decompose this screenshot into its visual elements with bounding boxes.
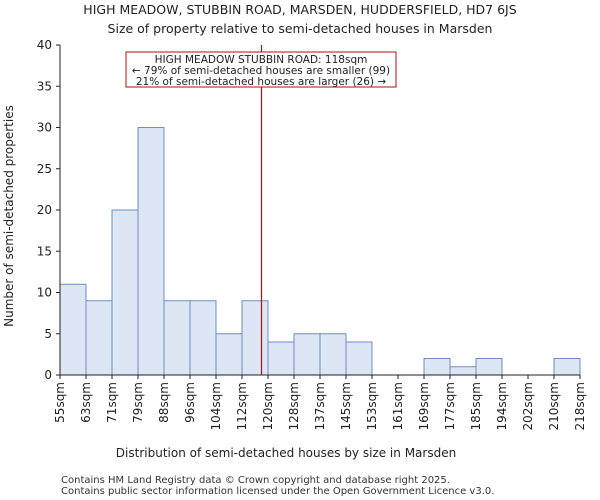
x-tick-label: 218sqm bbox=[573, 382, 587, 430]
bar-145sqm bbox=[345, 341, 373, 376]
bar-55sqm bbox=[59, 283, 87, 376]
chart-title: HIGH MEADOW, STUBBIN ROAD, MARSDEN, HUDD… bbox=[83, 2, 516, 17]
bar-177sqm bbox=[449, 366, 477, 376]
annotation-line-2: ← 79% of semi-detached houses are smalle… bbox=[132, 65, 390, 77]
bar-96sqm bbox=[189, 300, 217, 376]
bar-137sqm bbox=[319, 333, 347, 376]
y-ticks: 0 5 10 15 20 25 30 35 40 bbox=[37, 38, 60, 382]
bar-112sqm bbox=[241, 300, 269, 376]
annotation-line-1: HIGH MEADOW STUBBIN ROAD: 118sqm bbox=[155, 54, 368, 66]
y-tick-label: 5 bbox=[44, 327, 52, 341]
footer-line-1: Contains HM Land Registry data © Crown c… bbox=[61, 475, 450, 486]
bar-185sqm bbox=[475, 358, 503, 376]
x-tick-label: 185sqm bbox=[469, 382, 483, 430]
bar-71sqm bbox=[111, 209, 139, 376]
x-tick-label: 79sqm bbox=[131, 382, 145, 423]
x-tick-label: 63sqm bbox=[79, 382, 93, 423]
x-tick-label: 120sqm bbox=[261, 382, 275, 430]
x-axis-label: Distribution of semi-detached houses by … bbox=[116, 446, 456, 460]
bar-79sqm bbox=[137, 127, 165, 376]
annotation-box: HIGH MEADOW STUBBIN ROAD: 118sqm ← 79% o… bbox=[125, 51, 397, 88]
bar-128sqm bbox=[293, 333, 321, 376]
x-tick-label: 55sqm bbox=[53, 382, 67, 423]
footer-line-2: Contains public sector information licen… bbox=[61, 486, 494, 497]
x-tick-label: 202sqm bbox=[521, 382, 535, 430]
bar-120sqm bbox=[267, 341, 295, 376]
bar-88sqm bbox=[163, 300, 191, 376]
y-tick-label: 25 bbox=[37, 162, 52, 176]
y-axis-label: Number of semi-detached properties bbox=[2, 105, 16, 327]
x-tick-label: 169sqm bbox=[417, 382, 431, 430]
x-tick-label: 88sqm bbox=[157, 382, 171, 423]
x-tick-label: 137sqm bbox=[313, 382, 327, 430]
x-tick-label: 145sqm bbox=[339, 382, 353, 430]
y-tick-label: 0 bbox=[44, 368, 52, 382]
x-tick-label: 71sqm bbox=[105, 382, 119, 423]
y-tick-label: 35 bbox=[37, 79, 52, 93]
y-tick-label: 15 bbox=[37, 244, 52, 258]
y-tick-label: 40 bbox=[37, 38, 52, 52]
y-tick-label: 20 bbox=[37, 203, 52, 217]
x-ticks: 55sqm 63sqm 71sqm 79sqm 88sqm 96sqm 104sqm 112s… bbox=[53, 375, 587, 430]
x-tick-label: 128sqm bbox=[287, 382, 301, 430]
chart-subtitle: Size of property relative to semi-detach… bbox=[108, 21, 493, 36]
x-tick-label: 96sqm bbox=[183, 382, 197, 423]
bar-169sqm bbox=[423, 358, 451, 376]
x-tick-label: 194sqm bbox=[495, 382, 509, 430]
y-tick-label: 10 bbox=[37, 286, 52, 300]
x-tick-label: 104sqm bbox=[209, 382, 223, 430]
x-tick-label: 210sqm bbox=[547, 382, 561, 430]
x-tick-label: 153sqm bbox=[365, 382, 379, 430]
annotation-line-3: 21% of semi-detached houses are larger (… bbox=[136, 76, 387, 88]
x-tick-label: 177sqm bbox=[443, 382, 457, 430]
bar-210sqm bbox=[553, 358, 581, 376]
bar-63sqm bbox=[85, 300, 113, 376]
bars-group bbox=[59, 127, 581, 376]
y-tick-label: 30 bbox=[37, 121, 52, 135]
x-tick-label: 161sqm bbox=[391, 382, 405, 430]
bar-104sqm bbox=[215, 333, 243, 376]
x-tick-label: 112sqm bbox=[235, 382, 249, 430]
